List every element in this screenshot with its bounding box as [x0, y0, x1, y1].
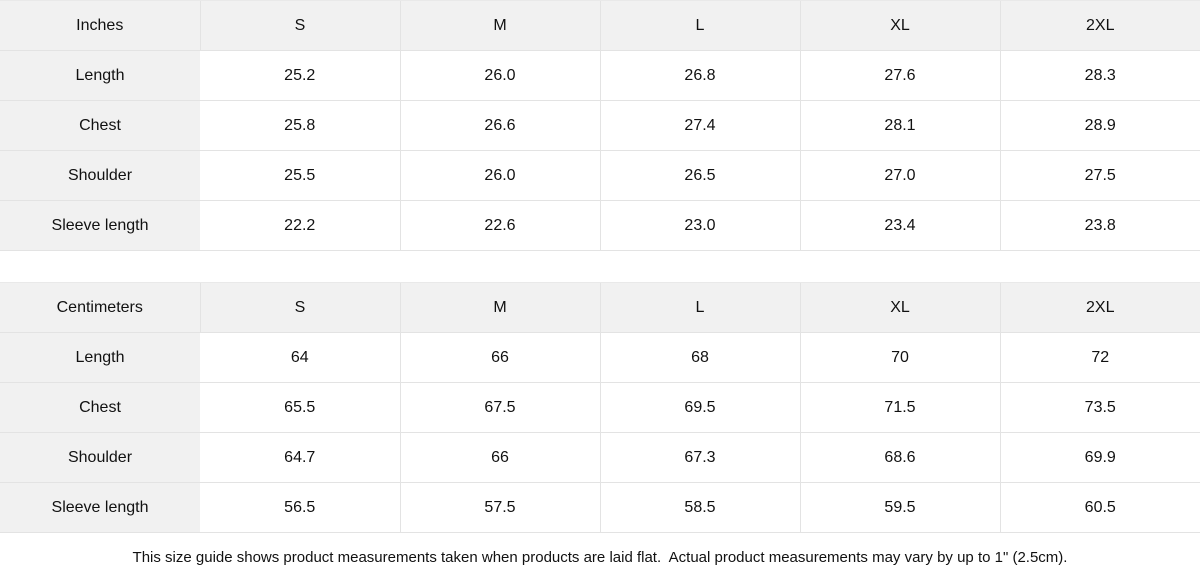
cell-length-xl: 27.6 [799, 50, 1000, 101]
table-row: Length 25.2 26.0 26.8 27.6 28.3 [0, 50, 1200, 101]
column-header-m: M [399, 0, 600, 51]
row-label-shoulder: Shoulder [0, 150, 200, 201]
cell-chest-xl: 71.5 [799, 382, 1000, 433]
table-header-row: Centimeters S M L XL 2XL [0, 282, 1200, 333]
column-header-l: L [599, 0, 800, 51]
cell-shoulder-2xl: 27.5 [999, 150, 1200, 201]
column-header-xl: XL [799, 282, 1000, 333]
table-row: Length 64 66 68 70 72 [0, 332, 1200, 383]
cell-sleeve-length-s: 56.5 [200, 482, 400, 533]
cell-shoulder-m: 26.0 [399, 150, 600, 201]
row-label-length: Length [0, 50, 200, 101]
table-row: Chest 65.5 67.5 69.5 71.5 73.5 [0, 382, 1200, 433]
size-table-centimeters: Centimeters S M L XL 2XL Length 64 66 68… [0, 282, 1200, 533]
cell-shoulder-s: 64.7 [200, 432, 400, 483]
cell-chest-l: 27.4 [599, 100, 800, 151]
table-separator-gap [0, 251, 1200, 282]
cell-length-2xl: 72 [999, 332, 1200, 383]
cell-sleeve-length-m: 22.6 [399, 200, 600, 251]
cell-sleeve-length-xl: 23.4 [799, 200, 1000, 251]
cell-shoulder-2xl: 69.9 [999, 432, 1200, 483]
row-label-chest: Chest [0, 382, 200, 433]
cell-chest-xl: 28.1 [799, 100, 1000, 151]
row-label-chest: Chest [0, 100, 200, 151]
column-header-s: S [199, 0, 400, 51]
cell-shoulder-xl: 68.6 [799, 432, 1000, 483]
column-header-s: S [199, 282, 400, 333]
cell-length-m: 26.0 [399, 50, 600, 101]
cell-length-l: 68 [599, 332, 800, 383]
unit-label-centimeters: Centimeters [0, 282, 200, 333]
column-header-2xl: 2XL [999, 0, 1200, 51]
cell-sleeve-length-m: 57.5 [399, 482, 600, 533]
cell-chest-s: 65.5 [200, 382, 400, 433]
table-row: Shoulder 64.7 66 67.3 68.6 69.9 [0, 432, 1200, 483]
column-header-xl: XL [799, 0, 1000, 51]
cell-chest-l: 69.5 [599, 382, 800, 433]
cell-sleeve-length-l: 23.0 [599, 200, 800, 251]
table-row: Chest 25.8 26.6 27.4 28.1 28.9 [0, 100, 1200, 151]
column-header-m: M [399, 282, 600, 333]
row-label-sleeve-length: Sleeve length [0, 482, 200, 533]
row-label-length: Length [0, 332, 200, 383]
table-header-row: Inches S M L XL 2XL [0, 0, 1200, 51]
size-guide-disclaimer: This size guide shows product measuremen… [0, 533, 1200, 583]
cell-sleeve-length-s: 22.2 [200, 200, 400, 251]
column-header-2xl: 2XL [999, 282, 1200, 333]
cell-shoulder-l: 67.3 [599, 432, 800, 483]
column-header-l: L [599, 282, 800, 333]
cell-shoulder-l: 26.5 [599, 150, 800, 201]
cell-shoulder-m: 66 [399, 432, 600, 483]
cell-length-xl: 70 [799, 332, 1000, 383]
cell-shoulder-s: 25.5 [200, 150, 400, 201]
cell-shoulder-xl: 27.0 [799, 150, 1000, 201]
cell-sleeve-length-xl: 59.5 [799, 482, 1000, 533]
cell-chest-m: 67.5 [399, 382, 600, 433]
size-table-inches: Inches S M L XL 2XL Length 25.2 26.0 26.… [0, 0, 1200, 251]
cell-chest-m: 26.6 [399, 100, 600, 151]
table-row: Sleeve length 56.5 57.5 58.5 59.5 60.5 [0, 482, 1200, 533]
cell-sleeve-length-2xl: 60.5 [999, 482, 1200, 533]
cell-sleeve-length-l: 58.5 [599, 482, 800, 533]
cell-chest-2xl: 28.9 [999, 100, 1200, 151]
table-row: Shoulder 25.5 26.0 26.5 27.0 27.5 [0, 150, 1200, 201]
cell-length-l: 26.8 [599, 50, 800, 101]
row-label-sleeve-length: Sleeve length [0, 200, 200, 251]
cell-chest-s: 25.8 [200, 100, 400, 151]
cell-length-2xl: 28.3 [999, 50, 1200, 101]
cell-length-s: 64 [200, 332, 400, 383]
table-row: Sleeve length 22.2 22.6 23.0 23.4 23.8 [0, 200, 1200, 251]
cell-sleeve-length-2xl: 23.8 [999, 200, 1200, 251]
cell-chest-2xl: 73.5 [999, 382, 1200, 433]
unit-label-inches: Inches [0, 0, 200, 51]
row-label-shoulder: Shoulder [0, 432, 200, 483]
cell-length-s: 25.2 [200, 50, 400, 101]
cell-length-m: 66 [399, 332, 600, 383]
